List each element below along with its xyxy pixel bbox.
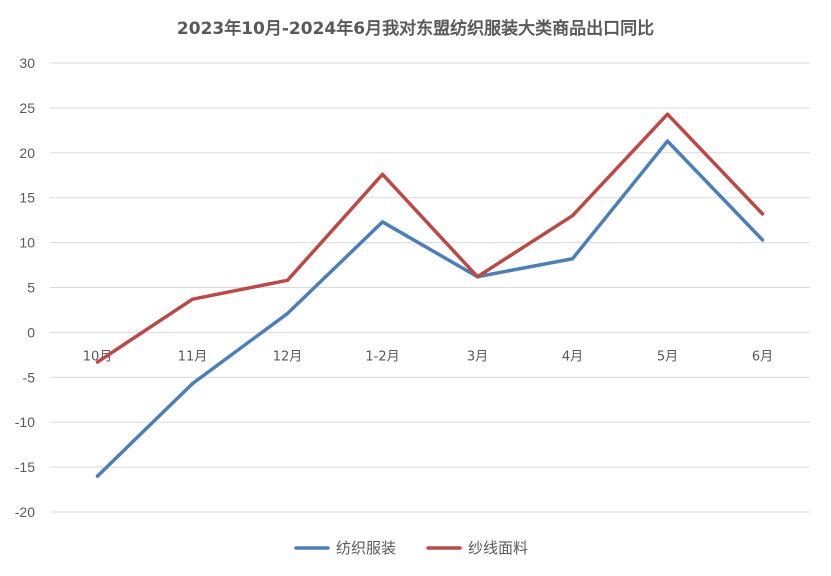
y-tick-label: 30 (19, 55, 35, 71)
data-point (380, 220, 385, 224)
x-tick-label: 11月 (178, 349, 208, 364)
data-point (285, 311, 290, 316)
y-tick-label: 0 (27, 324, 35, 340)
data-point (570, 257, 575, 261)
data-point (570, 214, 575, 218)
y-tick-label: -5 (23, 369, 36, 385)
legend-label: 纱线面料 (468, 539, 528, 557)
data-point (285, 278, 290, 282)
series-line-0 (95, 139, 765, 478)
data-point (190, 381, 195, 386)
data-point (190, 297, 195, 301)
x-tick-label: 3月 (467, 349, 488, 364)
y-tick-label: -15 (15, 459, 35, 475)
data-point (665, 139, 670, 143)
data-point (760, 212, 765, 216)
y-tick-label: 25 (19, 100, 35, 116)
legend-label: 纺织服装 (336, 539, 396, 557)
x-tick-label: 1-2月 (365, 349, 399, 364)
y-tick-label: -20 (15, 504, 35, 520)
data-point (475, 275, 480, 279)
series-line-1 (95, 112, 765, 364)
x-tick-label: 12月 (273, 349, 303, 364)
y-tick-label: 5 (27, 280, 35, 296)
chart-title: 2023年10月-2024年6月我对东盟纺织服装大类商品出口同比 (176, 19, 655, 39)
x-tick-label: 6月 (752, 349, 773, 364)
data-point (380, 172, 385, 176)
x-tick-label: 10月 (83, 349, 113, 364)
x-tick-label: 5月 (657, 349, 678, 364)
data-point (95, 474, 100, 478)
data-point (665, 112, 670, 116)
y-tick-label: 15 (19, 190, 35, 206)
data-point (760, 238, 765, 242)
y-tick-label: -10 (15, 414, 35, 430)
x-tick-label: 4月 (562, 349, 583, 364)
data-point (95, 360, 100, 364)
y-tick-label: 10 (19, 235, 35, 251)
y-tick-label: 20 (19, 145, 35, 161)
